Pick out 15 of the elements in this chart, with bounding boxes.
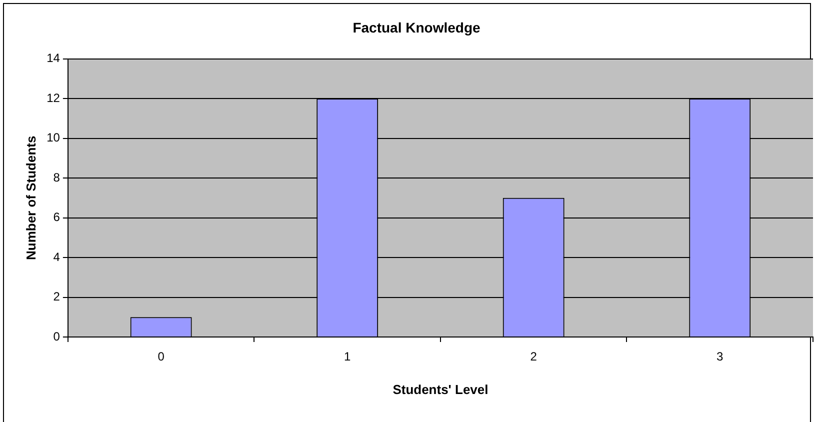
- chart-title: Factual Knowledge: [352, 19, 480, 36]
- x-tick-label: 1: [344, 350, 351, 364]
- y-tick-label: 10: [46, 130, 60, 145]
- y-tick-label: 8: [53, 170, 60, 184]
- x-tick-label: 0: [158, 350, 165, 364]
- y-tick-label: 4: [53, 250, 60, 264]
- x-tick-label: 2: [530, 350, 538, 364]
- y-tick-label: 2: [53, 290, 60, 304]
- y-tick-label: 0: [53, 329, 60, 344]
- x-tick-label: 3: [716, 350, 724, 364]
- y-tick-label: 6: [53, 210, 60, 224]
- y-axis-title: Number of Students: [23, 136, 38, 260]
- x-axis-title: Students' Level: [392, 382, 488, 397]
- y-tick-label: 12: [46, 90, 60, 105]
- y-tick-label: 14: [46, 51, 60, 66]
